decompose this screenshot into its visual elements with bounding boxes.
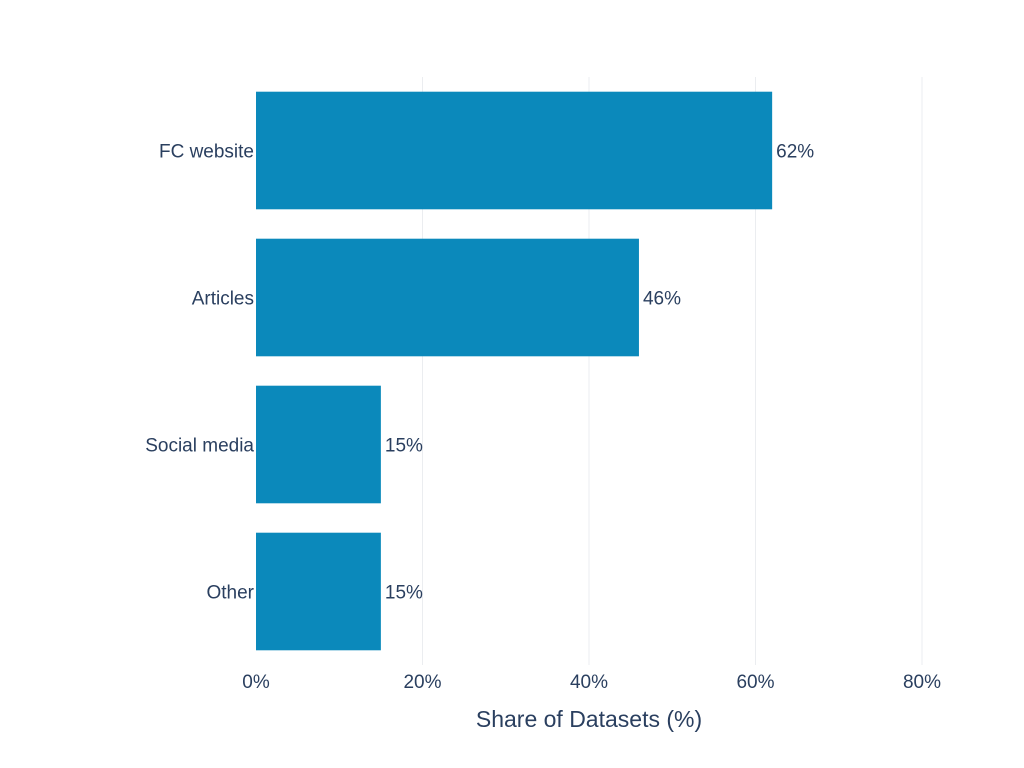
bar: [256, 91, 773, 210]
category-label: Social media: [145, 436, 254, 457]
data-label: 15%: [385, 583, 423, 604]
x-tick-label: 20%: [403, 672, 441, 693]
x-tick-label: 0%: [242, 672, 270, 693]
category-label: FC website: [159, 142, 254, 163]
bars: [256, 91, 773, 651]
data-label: 62%: [776, 142, 814, 163]
data-label: 46%: [643, 289, 681, 310]
x-tick-label: 60%: [736, 672, 774, 693]
x-tick-label: 80%: [903, 672, 941, 693]
bar: [256, 532, 381, 651]
x-tick-label: 40%: [570, 672, 608, 693]
category-label: Articles: [192, 289, 254, 310]
data-label: 15%: [385, 436, 423, 457]
data-labels: 62% 46% 15% 15%: [385, 142, 814, 604]
bar: [256, 238, 639, 357]
category-label: Other: [206, 583, 254, 604]
category-labels: FC website Articles Social media Other: [145, 142, 254, 604]
bar: [256, 385, 381, 504]
x-axis-title: Share of Datasets (%): [476, 706, 702, 732]
x-tick-labels: 0% 20% 40% 60% 80%: [242, 672, 941, 693]
